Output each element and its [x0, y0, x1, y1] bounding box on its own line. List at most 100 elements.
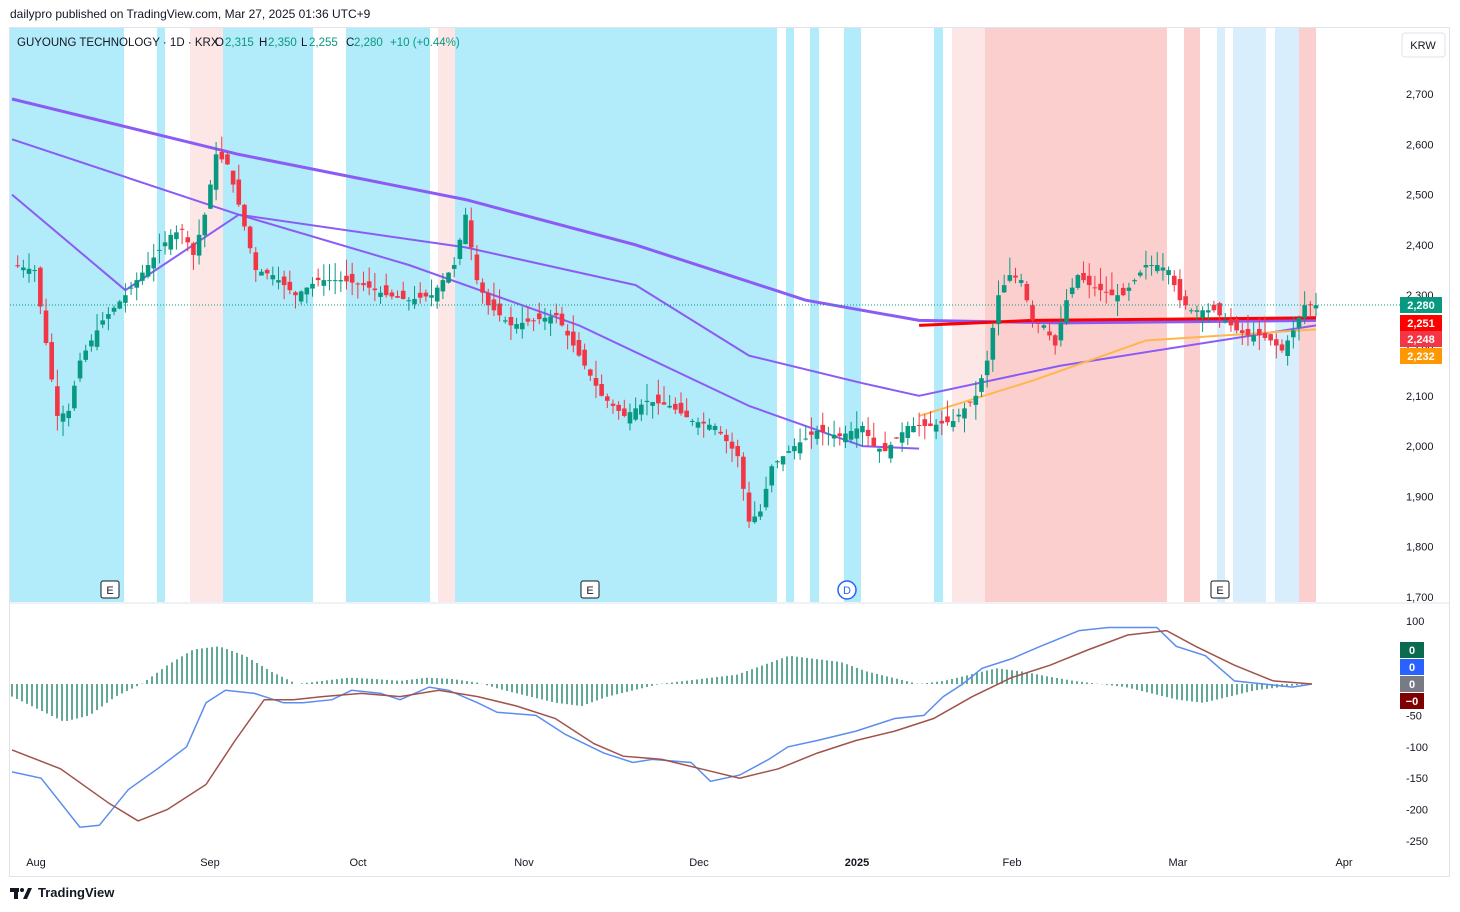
earnings-marker: [1210, 580, 1230, 599]
candle-body: [270, 275, 276, 280]
publish-info: dailypro published on TradingView.com, M…: [10, 7, 371, 21]
candle-body: [690, 420, 695, 422]
candle-body: [729, 441, 735, 449]
currency-label: KRW: [1410, 40, 1436, 52]
tradingview-logo-icon: [10, 886, 32, 900]
candle-body: [644, 400, 650, 403]
candle-body: [848, 431, 854, 440]
candle-body: [814, 431, 820, 439]
candle-body: [746, 492, 752, 522]
candle-body: [837, 433, 843, 437]
macd-value-text: 0: [1409, 662, 1415, 674]
candle-body: [1279, 344, 1285, 351]
candle-body: [100, 320, 106, 325]
candle-body: [820, 424, 826, 433]
candle-body: [1001, 285, 1007, 293]
candle-body: [1177, 279, 1183, 301]
candle-body: [916, 425, 922, 427]
candle-body: [485, 292, 491, 306]
candle-body: [225, 154, 230, 165]
candle-body: [763, 488, 769, 508]
candle-body: [321, 280, 327, 286]
macd-histogram: [11, 646, 1303, 721]
candle-body: [457, 239, 463, 259]
candle-body: [1274, 339, 1279, 346]
regime-band: [346, 28, 430, 602]
candle-body: [1013, 275, 1018, 278]
candle-body: [939, 420, 945, 424]
change-value: +10 (+0.44%): [390, 37, 460, 49]
candle-body: [366, 281, 372, 288]
low-label: L: [301, 37, 308, 49]
candle-body: [712, 425, 718, 431]
candle-body: [1222, 320, 1228, 322]
macd-value-labels: 0 0 0 −0: [1400, 642, 1424, 709]
candle-body: [21, 267, 26, 271]
candle-body: [780, 456, 786, 465]
candle-body: [973, 395, 979, 405]
candle-body: [565, 330, 570, 336]
candle-body: [474, 254, 480, 281]
candle-body: [599, 384, 604, 396]
candle-body: [1291, 330, 1296, 338]
price-label-box: [1400, 348, 1442, 364]
candle-body: [911, 425, 916, 433]
candle-body: [905, 425, 911, 439]
candle-body: [1058, 322, 1064, 341]
candle-body: [519, 322, 525, 330]
candle-body: [1160, 267, 1166, 271]
candle-body: [60, 413, 66, 422]
regime-band: [810, 28, 819, 602]
dividend-marker-label: D: [843, 585, 851, 597]
candle-body: [1228, 319, 1234, 326]
macd-line: [11, 626, 1313, 828]
currency-button[interactable]: [1401, 32, 1446, 58]
candle-body: [174, 232, 179, 240]
candle-body: [480, 282, 485, 293]
candle-body: [247, 226, 253, 249]
regime-band: [786, 28, 794, 602]
candle-body: [559, 313, 565, 326]
ma-line-1: [11, 138, 1317, 397]
price-tick-label: 2,000: [1406, 441, 1434, 453]
candle-body: [605, 396, 610, 401]
candle-body: [786, 451, 792, 453]
candle-body: [724, 434, 729, 442]
candle-body: [701, 421, 706, 424]
macd-value-text: 0: [1409, 679, 1415, 691]
price-label-box: [1400, 297, 1442, 313]
candle-body: [979, 378, 984, 392]
price-tick-label: 2,500: [1406, 190, 1434, 202]
close-value: 2,280: [354, 37, 383, 49]
candle-body: [882, 443, 888, 452]
price-label-text: 2,248: [1407, 334, 1435, 346]
candle-body: [117, 301, 123, 309]
candle-body: [1086, 275, 1092, 286]
candle-body: [616, 404, 621, 411]
candle-body: [168, 234, 174, 250]
candle-body: [525, 318, 531, 322]
candle-body: [281, 276, 287, 286]
candle-body: [1075, 275, 1081, 288]
price-label-text: 2,232: [1407, 351, 1435, 363]
candle-body: [1262, 332, 1268, 338]
candle-body: [775, 461, 780, 463]
candle-body: [32, 270, 37, 272]
time-tick-label: Apr: [1335, 857, 1352, 869]
earnings-marker: [100, 580, 120, 599]
candle-body: [945, 416, 950, 423]
signal-line: [11, 629, 1313, 822]
candle-body: [514, 324, 519, 329]
macd-value-box: [1400, 642, 1424, 658]
candle-body: [1149, 265, 1154, 267]
candle-body: [111, 307, 117, 312]
time-tick-label: Nov: [514, 857, 534, 869]
price-labels: 2,280 2,251 2,248 2,232: [1400, 297, 1442, 364]
candle-body: [695, 422, 701, 428]
candle-body: [735, 446, 741, 457]
candle-body: [1245, 328, 1251, 336]
high-label: H: [259, 37, 267, 49]
earnings-marker: [580, 580, 600, 599]
candle-body: [1205, 310, 1211, 313]
